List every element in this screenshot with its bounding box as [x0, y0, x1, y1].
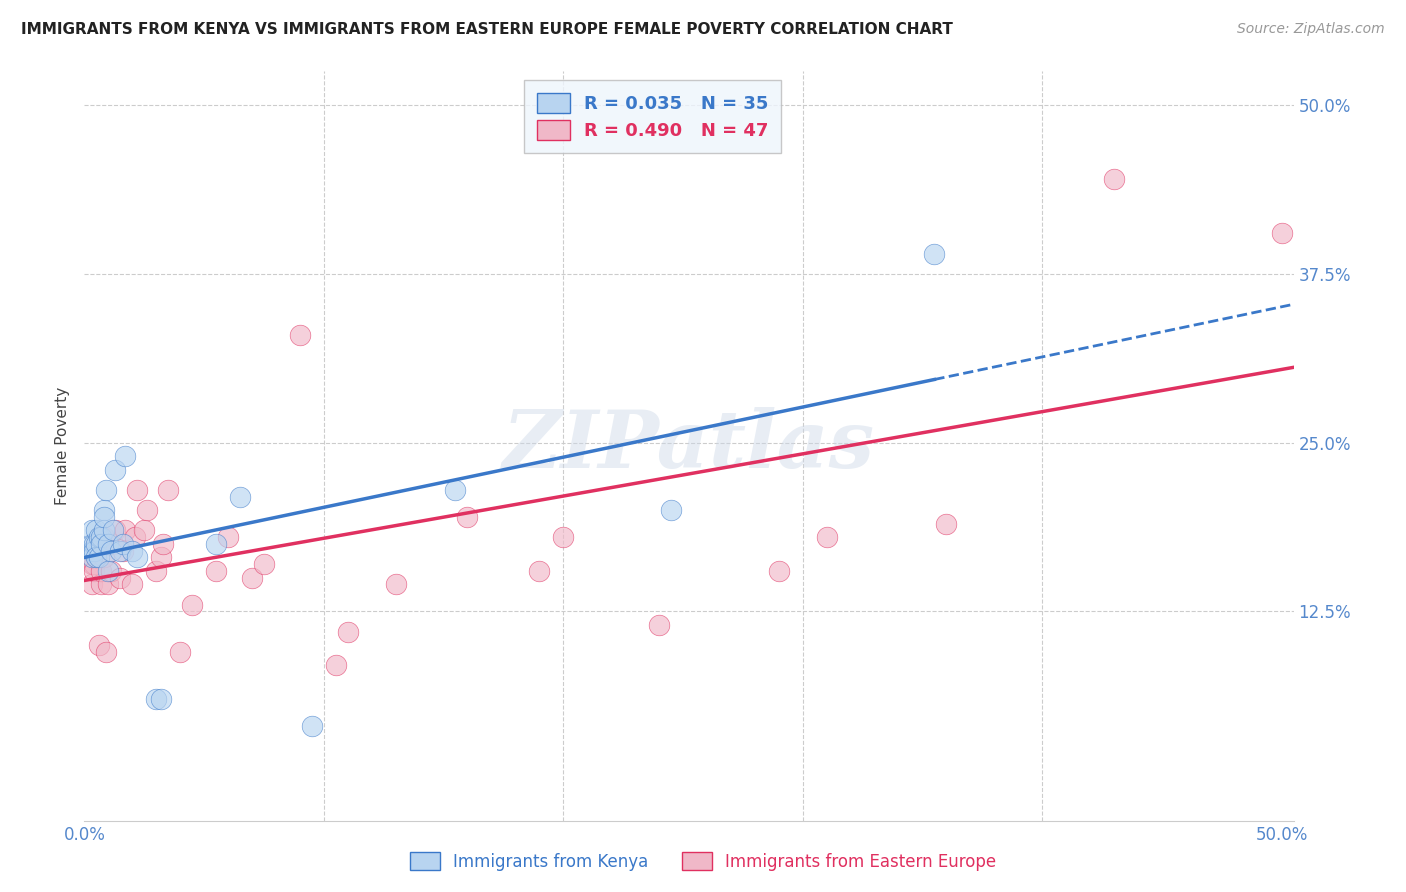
Point — [86, 550, 108, 565]
Text: Source: ZipAtlas.com: Source: ZipAtlas.com — [1237, 22, 1385, 37]
Point — [529, 564, 551, 578]
Point — [97, 564, 120, 578]
Point — [94, 645, 117, 659]
Point — [152, 537, 174, 551]
Text: ZIPatlas: ZIPatlas — [503, 408, 875, 484]
Point — [1102, 172, 1125, 186]
Point — [90, 537, 112, 551]
Point — [553, 530, 575, 544]
Point — [86, 550, 108, 565]
Point — [86, 537, 108, 551]
Legend: R = 0.035   N = 35, R = 0.490   N = 47: R = 0.035 N = 35, R = 0.490 N = 47 — [524, 80, 780, 153]
Point — [134, 524, 156, 538]
Point — [301, 719, 323, 733]
Point — [125, 550, 148, 565]
Point — [149, 692, 172, 706]
Point — [111, 543, 134, 558]
Point — [135, 503, 157, 517]
Point — [80, 550, 103, 565]
Point — [456, 509, 478, 524]
Point — [100, 543, 122, 558]
Point — [924, 246, 946, 260]
Point — [93, 550, 115, 565]
Legend: Immigrants from Kenya, Immigrants from Eastern Europe: Immigrants from Kenya, Immigrants from E… — [402, 844, 1004, 880]
Text: IMMIGRANTS FROM KENYA VS IMMIGRANTS FROM EASTERN EUROPE FEMALE POVERTY CORRELATI: IMMIGRANTS FROM KENYA VS IMMIGRANTS FROM… — [21, 22, 953, 37]
Point — [240, 571, 263, 585]
Point — [114, 449, 136, 463]
Point — [104, 462, 127, 476]
Point — [217, 530, 239, 544]
Point — [384, 577, 406, 591]
Point — [145, 692, 167, 706]
Point — [83, 537, 105, 551]
Point — [110, 571, 132, 585]
Point — [90, 577, 112, 591]
Point — [169, 645, 191, 659]
Point — [90, 530, 112, 544]
Point — [87, 638, 110, 652]
Point — [121, 577, 143, 591]
Point — [935, 516, 957, 531]
Point — [111, 537, 134, 551]
Point — [149, 550, 172, 565]
Y-axis label: Female Poverty: Female Poverty — [55, 387, 70, 505]
Point — [125, 483, 148, 497]
Point — [86, 537, 108, 551]
Point — [336, 624, 359, 639]
Point — [100, 564, 122, 578]
Point — [80, 524, 103, 538]
Point — [444, 483, 467, 497]
Point — [87, 550, 110, 565]
Point — [93, 530, 115, 544]
Point — [768, 564, 790, 578]
Point — [80, 537, 103, 551]
Point — [80, 557, 103, 571]
Point — [145, 564, 167, 578]
Point — [101, 537, 124, 551]
Point — [648, 618, 671, 632]
Point — [93, 509, 115, 524]
Point — [83, 543, 105, 558]
Point — [104, 524, 127, 538]
Point — [229, 490, 252, 504]
Point — [93, 503, 115, 517]
Point — [80, 577, 103, 591]
Point — [83, 564, 105, 578]
Point — [205, 564, 228, 578]
Point — [253, 557, 276, 571]
Point — [90, 564, 112, 578]
Point — [83, 557, 105, 571]
Point — [124, 530, 146, 544]
Point — [110, 543, 132, 558]
Point — [181, 598, 204, 612]
Point — [97, 537, 120, 551]
Point — [325, 658, 347, 673]
Point — [288, 327, 311, 342]
Point — [101, 524, 124, 538]
Point — [94, 483, 117, 497]
Point — [157, 483, 180, 497]
Point — [114, 524, 136, 538]
Point — [815, 530, 838, 544]
Point — [659, 503, 682, 517]
Point — [80, 543, 103, 558]
Point — [121, 543, 143, 558]
Point — [1270, 227, 1292, 241]
Point — [86, 524, 108, 538]
Point — [97, 577, 120, 591]
Point — [205, 537, 228, 551]
Point — [87, 530, 110, 544]
Point — [93, 524, 115, 538]
